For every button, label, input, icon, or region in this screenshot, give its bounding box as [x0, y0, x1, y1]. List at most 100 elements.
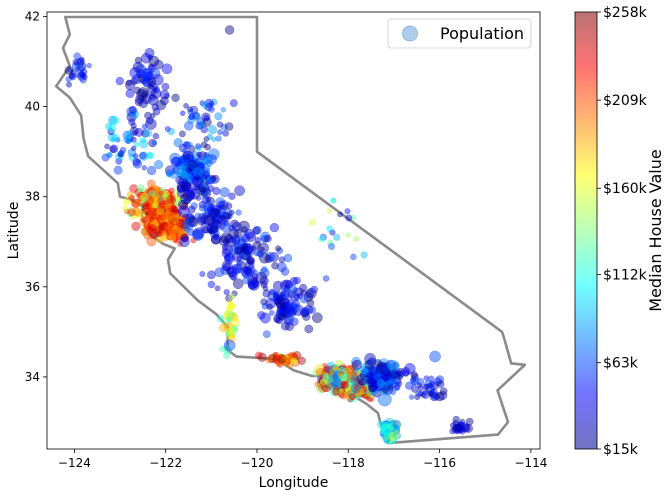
data-point [265, 357, 273, 364]
data-point [261, 266, 268, 273]
data-point [119, 146, 127, 154]
data-point [110, 137, 116, 143]
data-point [454, 423, 464, 432]
x-axis-title: Longitude [259, 475, 329, 491]
data-point [78, 65, 85, 72]
data-point [183, 159, 191, 167]
data-point [456, 424, 465, 434]
data-point [229, 99, 238, 107]
data-point [236, 255, 242, 261]
data-point [157, 196, 167, 206]
data-point [174, 194, 181, 201]
colorbar-ticks: $15k $63k $112k $160k $209k $258k [597, 5, 648, 458]
data-point [411, 385, 419, 393]
data-point [262, 330, 271, 339]
data-point [228, 325, 238, 335]
data-point [192, 166, 204, 178]
data-point [203, 136, 210, 142]
data-point [152, 210, 163, 221]
data-point [159, 89, 170, 100]
y-tick-label: 42 [25, 10, 40, 24]
x-tick-label: −118 [332, 456, 365, 470]
data-point [301, 306, 310, 316]
data-point [142, 78, 151, 87]
data-point [409, 376, 420, 386]
data-point [125, 80, 136, 91]
data-point [195, 143, 202, 150]
data-point [265, 252, 276, 262]
data-point [198, 151, 207, 160]
data-point [221, 260, 233, 272]
data-point [146, 179, 156, 188]
data-point [276, 261, 287, 272]
data-point [220, 107, 227, 113]
data-point [234, 246, 243, 255]
data-point [121, 205, 129, 212]
data-point [171, 93, 180, 102]
data-point [374, 381, 382, 389]
data-point [152, 132, 160, 140]
data-point [429, 350, 441, 363]
data-point [257, 250, 265, 258]
data-point [168, 205, 179, 216]
data-point [141, 129, 150, 138]
data-point [146, 236, 157, 247]
data-point [165, 225, 175, 235]
data-point [260, 298, 268, 306]
colorbar-tick-label: $160k [603, 181, 648, 197]
data-point [360, 251, 368, 259]
data-point [139, 151, 149, 161]
x-tick-label: −122 [149, 456, 182, 470]
data-point [139, 139, 149, 149]
axes-frame [46, 11, 541, 450]
data-point [272, 280, 284, 292]
data-point [405, 381, 414, 390]
data-point [337, 211, 343, 218]
data-point [161, 229, 168, 236]
data-point [259, 312, 271, 324]
data-point [132, 159, 143, 169]
data-point [126, 191, 133, 198]
data-point [219, 215, 226, 221]
data-point [162, 193, 170, 201]
data-point [214, 267, 225, 278]
data-point [133, 86, 141, 95]
data-point [381, 370, 392, 381]
legend-marker [402, 25, 418, 42]
data-point [275, 355, 282, 361]
data-point [68, 72, 75, 79]
data-point [245, 260, 255, 270]
data-point [152, 74, 164, 86]
data-point [86, 62, 92, 69]
data-point [350, 376, 360, 386]
data-point [387, 384, 394, 391]
data-point [232, 278, 244, 290]
data-point [275, 245, 282, 252]
data-point [109, 144, 119, 154]
data-point [216, 121, 224, 128]
data-point [341, 381, 349, 389]
data-point [128, 105, 137, 114]
data-point [201, 153, 213, 165]
data-point [305, 287, 317, 299]
data-point [169, 169, 179, 179]
data-point [177, 199, 189, 211]
data-point [431, 394, 437, 400]
data-point [225, 202, 233, 210]
data-point [284, 354, 292, 362]
data-point [143, 129, 152, 138]
data-point [338, 388, 344, 394]
data-point [129, 109, 139, 119]
data-point [203, 152, 209, 158]
x-tick-label: −114 [514, 456, 547, 470]
data-point [169, 152, 181, 165]
legend-label-population: Population [440, 24, 524, 43]
data-point [300, 295, 308, 304]
colorbar-title: Median House Value [646, 149, 665, 311]
colorbar-gradient [574, 11, 598, 450]
data-point [464, 423, 473, 433]
data-point [128, 195, 135, 202]
data-point [227, 334, 236, 343]
data-point [185, 188, 196, 199]
data-point [161, 63, 173, 75]
